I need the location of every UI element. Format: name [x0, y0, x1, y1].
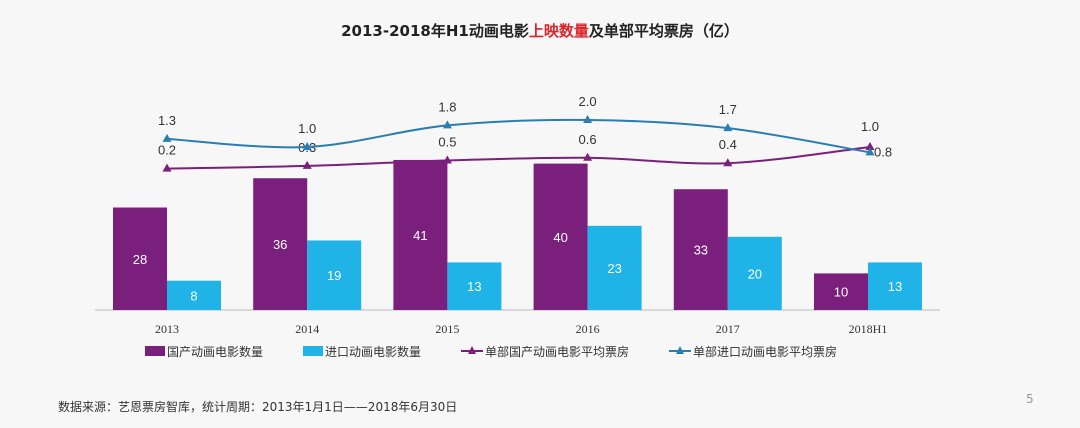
triangle-marker [302, 160, 312, 169]
bar [533, 163, 588, 310]
bar-label: 41 [413, 228, 427, 243]
triangle-marker [865, 147, 875, 156]
legend-label: 国产动画电影数量 [167, 344, 263, 359]
x-tick-label: 2014 [295, 322, 319, 336]
bar-label: 23 [607, 261, 621, 276]
title-highlight: 上映数量 [528, 22, 589, 40]
x-tick-label: 2013 [155, 322, 179, 336]
line-label: 2.0 [579, 94, 597, 109]
bar [307, 240, 362, 310]
bar-label: 10 [834, 285, 848, 300]
legend-label: 单部进口动画电影平均票房 [693, 344, 837, 359]
bar-label: 40 [553, 230, 567, 245]
triangle-marker [583, 115, 593, 123]
bar [587, 225, 642, 310]
bar-label: 20 [748, 266, 762, 281]
triangle-marker [723, 158, 733, 167]
triangle-marker [302, 142, 312, 150]
chart-title: 2013-2018年H1动画电影上映数量及单部平均票房（亿） [0, 20, 1080, 41]
x-tick-label: 2017 [716, 322, 740, 336]
line-label: 0.8 [874, 144, 892, 159]
bar-label: 13 [467, 279, 481, 294]
legend-label: 进口动画电影数量 [325, 344, 421, 359]
triangle-marker [583, 152, 593, 161]
legend-swatch [145, 346, 165, 356]
triangle-marker [162, 133, 172, 142]
x-tick-label: 2015 [435, 322, 459, 336]
line-label: 1.7 [719, 102, 737, 117]
triangle-marker [162, 163, 172, 172]
title-part: 及单部平均票房（亿） [588, 22, 739, 40]
line-label: 1.3 [158, 113, 176, 128]
title-part: 2013-2018年H1动画电影 [341, 22, 529, 40]
line-label: 0.5 [438, 135, 456, 150]
page-number: 5 [1026, 392, 1034, 406]
legend-swatch [303, 346, 323, 356]
series-line [166, 118, 871, 154]
x-tick-label: 2018H1 [849, 322, 888, 336]
bar-label: 8 [190, 288, 197, 303]
bar-label: 33 [694, 243, 708, 258]
bar [253, 178, 308, 310]
triangle-marker [865, 142, 875, 150]
bar [868, 262, 922, 310]
bar [393, 159, 448, 310]
bar-label: 36 [273, 237, 287, 252]
bar [167, 280, 221, 310]
legend-label: 单部国产动画电影平均票房 [485, 344, 629, 359]
bar [673, 189, 728, 310]
triangle-marker [442, 155, 452, 164]
data-source: 数据来源：艺恩票房智库，统计周期：2013年1月1日——2018年6月30日 [58, 400, 458, 414]
legend-triangle-marker [468, 346, 476, 354]
x-tick-label: 2016 [576, 322, 600, 336]
legend-triangle-marker [676, 346, 684, 354]
line-label: 0.2 [158, 143, 176, 158]
bar [447, 262, 502, 310]
line-label: 0.6 [579, 132, 597, 147]
line-label: 1.8 [438, 99, 456, 114]
line-label: 1.0 [861, 119, 879, 134]
bar-label: 13 [888, 279, 902, 294]
bar-label: 28 [133, 252, 147, 267]
bar [727, 236, 782, 310]
bar [814, 273, 868, 310]
series-line [166, 146, 871, 170]
line-label: 1.0 [298, 121, 316, 136]
bar [113, 207, 167, 310]
bar-label: 19 [327, 268, 341, 283]
triangle-marker [723, 123, 733, 132]
line-label: 0.4 [719, 137, 737, 152]
triangle-marker [442, 120, 452, 129]
